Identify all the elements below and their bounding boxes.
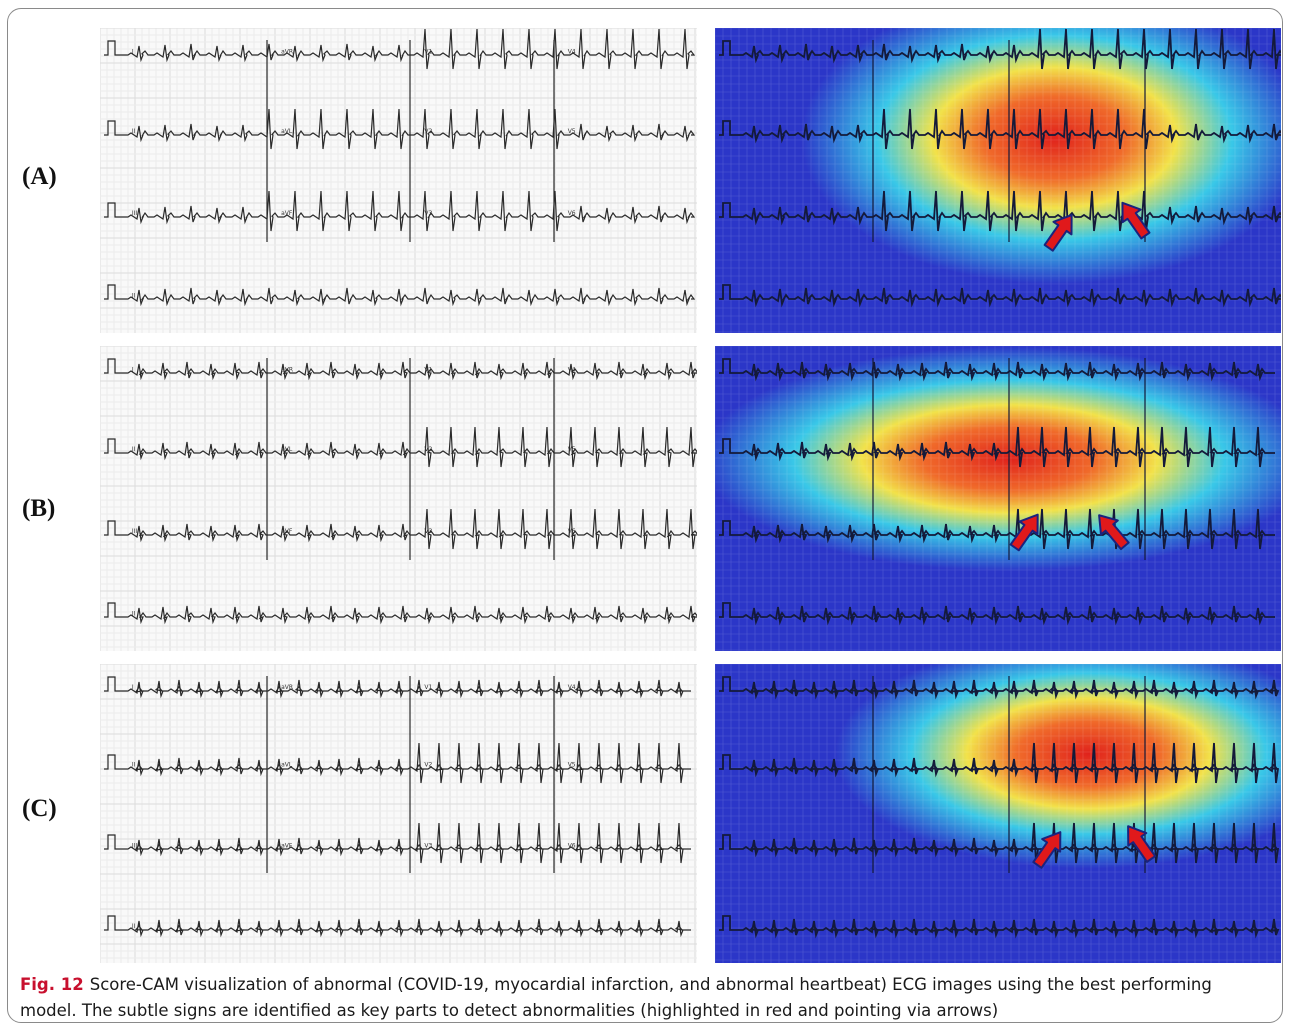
ecg-lead-label: V6 bbox=[568, 842, 576, 849]
scorecam-heatmap-c bbox=[715, 664, 1281, 963]
ecg-lead-label: III bbox=[132, 210, 138, 217]
ecg-lead-label: V2 bbox=[424, 128, 432, 135]
ecg-lead-label: III bbox=[132, 842, 138, 849]
ecg-lead-label: V6 bbox=[568, 210, 576, 217]
ecg-lead-label: aVR bbox=[281, 684, 293, 691]
scorecam-heatmap-a bbox=[715, 28, 1281, 333]
ecg-lead-trace bbox=[104, 28, 696, 70]
ecg-lead-trace bbox=[104, 190, 696, 232]
row-label-a: (A) bbox=[22, 163, 57, 190]
ecg-lead-label: V1 bbox=[424, 684, 432, 691]
ecg-lead-label: V4 bbox=[568, 366, 576, 373]
heatmap-background bbox=[715, 346, 1281, 651]
ecg-lead-label: aVL bbox=[281, 446, 293, 453]
ecg-lead-label: II bbox=[132, 923, 136, 930]
caption-text: Score-CAM visualization of abnormal (COV… bbox=[20, 975, 1212, 1020]
red-arrow bbox=[1032, 831, 1062, 869]
ecg-lead-label: V3 bbox=[424, 842, 432, 849]
figure-caption: Fig. 12 Score-CAM visualization of abnorm… bbox=[20, 972, 1270, 1024]
ecg-lead-label: II bbox=[132, 128, 136, 135]
ecg-lead-label: V5 bbox=[568, 128, 576, 135]
ecg-lead-label: aVR bbox=[281, 366, 293, 373]
ecg-lead-label: aVF bbox=[281, 842, 293, 849]
row-label-c: (C) bbox=[22, 795, 57, 822]
ecg-lead-trace bbox=[719, 190, 1281, 232]
heatmap-svg bbox=[715, 346, 1281, 651]
ecg-lead-trace bbox=[104, 426, 697, 468]
red-arrow bbox=[1121, 201, 1151, 240]
ecg-lead-label: V6 bbox=[568, 528, 576, 535]
ecg-lead-trace bbox=[104, 676, 691, 699]
ecg-lead-label: II bbox=[132, 610, 136, 617]
ecg-lead-trace bbox=[104, 108, 696, 150]
ecg-lead-trace bbox=[104, 742, 691, 784]
heatmap-svg bbox=[715, 664, 1281, 963]
ecg-lead-label: aVF bbox=[281, 210, 293, 217]
ecg-lead-trace bbox=[719, 426, 1275, 468]
ecg-lead-label: V4 bbox=[568, 48, 576, 55]
ecg-lead-label: aVL bbox=[281, 762, 293, 769]
ecg-lead-label: II bbox=[132, 762, 136, 769]
ecg-lead-label: I bbox=[132, 684, 134, 691]
ecg-lead-trace bbox=[719, 358, 1275, 382]
ecg-lead-trace bbox=[719, 676, 1280, 700]
ecg-lead-trace bbox=[719, 108, 1281, 150]
ecg-lead-trace bbox=[719, 28, 1281, 70]
ecg-lead-label: V4 bbox=[568, 684, 576, 691]
ecg-lead-trace bbox=[104, 284, 696, 307]
ecg-lead-label: III bbox=[132, 528, 138, 535]
red-arrow bbox=[1098, 514, 1130, 551]
ecg-lead-trace bbox=[104, 915, 691, 938]
ecg-lead-label: I bbox=[132, 366, 134, 373]
figure-number: Fig. 12 bbox=[20, 975, 84, 994]
ecg-lead-label: V1 bbox=[424, 366, 432, 373]
ecg-lead-label: V2 bbox=[424, 762, 432, 769]
ecg-lead-label: V3 bbox=[424, 528, 432, 535]
ecg-lead-trace bbox=[719, 822, 1280, 864]
ecg-lead-label: II bbox=[132, 446, 136, 453]
scorecam-heatmap-b bbox=[715, 346, 1281, 651]
ecg-lead-label: aVR bbox=[281, 48, 293, 55]
heatmap-svg bbox=[715, 28, 1281, 333]
ecg-lead-label: V1 bbox=[424, 48, 432, 55]
ecg-lead-label: V3 bbox=[424, 210, 432, 217]
ecg-lead-label: II bbox=[132, 292, 136, 299]
heatmap-background bbox=[715, 664, 1281, 963]
ecg-lead-label: aVL bbox=[281, 128, 293, 135]
ecg-lead-trace bbox=[104, 508, 697, 550]
ecg-lead-label: V2 bbox=[424, 446, 432, 453]
ecg-lead-trace bbox=[719, 508, 1275, 550]
ecg-lead-trace bbox=[104, 822, 691, 864]
red-arrow bbox=[1127, 825, 1157, 863]
ecg-lead-trace bbox=[104, 602, 697, 625]
ecg-lead-label: V5 bbox=[568, 446, 576, 453]
row-label-b: (B) bbox=[22, 495, 56, 522]
ecg-lead-trace bbox=[719, 742, 1280, 784]
ecg-lead-trace bbox=[719, 915, 1280, 939]
ecg-lead-label: V5 bbox=[568, 762, 576, 769]
ecg-lead-label: I bbox=[132, 48, 134, 55]
red-arrow bbox=[1043, 214, 1073, 252]
red-arrow bbox=[1009, 513, 1039, 552]
heatmap-background bbox=[715, 28, 1281, 333]
ecg-lead-trace bbox=[719, 602, 1275, 626]
ecg-lead-label: aVF bbox=[281, 528, 293, 535]
ecg-lead-trace bbox=[104, 358, 697, 381]
ecg-lead-trace bbox=[719, 284, 1281, 308]
